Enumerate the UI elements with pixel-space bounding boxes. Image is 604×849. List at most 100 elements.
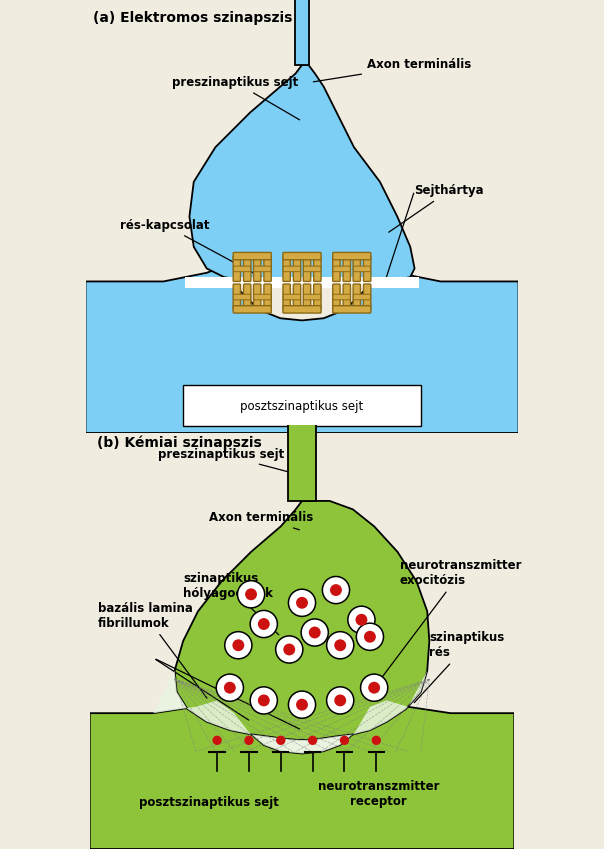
Circle shape xyxy=(361,674,388,701)
Circle shape xyxy=(275,636,303,663)
FancyBboxPatch shape xyxy=(283,266,300,272)
Text: posztszinaptikus sejt: posztszinaptikus sejt xyxy=(240,400,364,413)
FancyBboxPatch shape xyxy=(233,306,271,313)
FancyBboxPatch shape xyxy=(313,284,321,310)
Text: Sejthártya: Sejthártya xyxy=(389,184,484,233)
FancyBboxPatch shape xyxy=(283,252,321,260)
FancyBboxPatch shape xyxy=(254,266,271,272)
Circle shape xyxy=(258,618,270,630)
Circle shape xyxy=(258,694,270,706)
Circle shape xyxy=(233,639,244,651)
FancyBboxPatch shape xyxy=(353,266,371,272)
Circle shape xyxy=(225,632,252,659)
Circle shape xyxy=(216,674,243,701)
Circle shape xyxy=(244,735,254,745)
FancyBboxPatch shape xyxy=(303,284,310,310)
FancyBboxPatch shape xyxy=(233,266,251,272)
FancyBboxPatch shape xyxy=(243,284,251,310)
Circle shape xyxy=(340,735,349,745)
Circle shape xyxy=(283,644,295,655)
Circle shape xyxy=(213,735,222,745)
FancyBboxPatch shape xyxy=(303,256,310,282)
Circle shape xyxy=(301,619,329,646)
Text: Axon terminális: Axon terminális xyxy=(313,59,471,82)
FancyBboxPatch shape xyxy=(294,256,301,282)
Polygon shape xyxy=(86,267,518,433)
Polygon shape xyxy=(295,0,309,65)
Text: posztszinaptikus sejt: posztszinaptikus sejt xyxy=(139,796,278,809)
Polygon shape xyxy=(153,671,427,754)
FancyBboxPatch shape xyxy=(254,256,261,282)
Text: rés-kapcsolat: rés-kapcsolat xyxy=(120,219,269,281)
Circle shape xyxy=(296,597,308,609)
Circle shape xyxy=(368,682,380,694)
Text: preszinaptikus sejt: preszinaptikus sejt xyxy=(172,76,300,120)
FancyBboxPatch shape xyxy=(233,256,240,282)
FancyBboxPatch shape xyxy=(333,295,350,300)
Circle shape xyxy=(327,687,354,714)
Circle shape xyxy=(289,691,315,718)
Text: neurotranszmitter
exocitózis: neurotranszmitter exocitózis xyxy=(376,559,521,685)
Text: szinaptikus
hólyagocskák: szinaptikus hólyagocskák xyxy=(183,572,279,635)
Circle shape xyxy=(237,581,265,608)
FancyBboxPatch shape xyxy=(313,256,321,282)
Circle shape xyxy=(296,699,308,711)
Circle shape xyxy=(308,735,317,745)
FancyBboxPatch shape xyxy=(233,295,251,300)
FancyBboxPatch shape xyxy=(343,284,350,310)
Circle shape xyxy=(371,735,381,745)
Text: Axon terminális: Axon terminális xyxy=(208,511,313,530)
FancyBboxPatch shape xyxy=(333,252,371,260)
FancyBboxPatch shape xyxy=(333,306,371,313)
FancyBboxPatch shape xyxy=(364,256,371,282)
FancyBboxPatch shape xyxy=(304,295,321,300)
Text: bazális lamina
fibrillumok: bazális lamina fibrillumok xyxy=(98,602,207,698)
Circle shape xyxy=(348,606,375,633)
Circle shape xyxy=(276,735,286,745)
Circle shape xyxy=(250,687,277,714)
Polygon shape xyxy=(190,65,414,287)
FancyBboxPatch shape xyxy=(185,277,419,288)
Circle shape xyxy=(250,610,277,638)
FancyBboxPatch shape xyxy=(364,284,371,310)
Circle shape xyxy=(309,627,321,638)
Circle shape xyxy=(334,639,346,651)
Polygon shape xyxy=(175,501,429,739)
FancyBboxPatch shape xyxy=(254,295,271,300)
Circle shape xyxy=(289,589,315,616)
FancyBboxPatch shape xyxy=(333,266,350,272)
FancyBboxPatch shape xyxy=(233,252,271,260)
FancyBboxPatch shape xyxy=(304,266,321,272)
FancyBboxPatch shape xyxy=(264,284,271,310)
FancyBboxPatch shape xyxy=(283,284,291,310)
Text: neurotranszmitter
receptor: neurotranszmitter receptor xyxy=(318,780,439,807)
Circle shape xyxy=(323,576,350,604)
Circle shape xyxy=(224,682,236,694)
FancyBboxPatch shape xyxy=(283,306,321,313)
FancyBboxPatch shape xyxy=(183,385,421,426)
Circle shape xyxy=(327,632,354,659)
FancyBboxPatch shape xyxy=(264,256,271,282)
Text: (b) Kémiai szinapszis: (b) Kémiai szinapszis xyxy=(97,435,262,450)
FancyBboxPatch shape xyxy=(283,295,300,300)
FancyBboxPatch shape xyxy=(294,284,301,310)
Circle shape xyxy=(334,694,346,706)
Circle shape xyxy=(330,584,342,596)
Text: szinaptikus
rés: szinaptikus rés xyxy=(414,632,504,703)
FancyBboxPatch shape xyxy=(353,284,361,310)
FancyBboxPatch shape xyxy=(333,284,340,310)
FancyBboxPatch shape xyxy=(353,295,371,300)
Polygon shape xyxy=(90,700,514,849)
FancyBboxPatch shape xyxy=(283,256,291,282)
Circle shape xyxy=(356,623,384,650)
Text: preszinaptikus sejt: preszinaptikus sejt xyxy=(158,447,300,475)
Circle shape xyxy=(245,588,257,600)
FancyBboxPatch shape xyxy=(233,284,240,310)
FancyBboxPatch shape xyxy=(254,284,261,310)
Polygon shape xyxy=(289,416,315,501)
Circle shape xyxy=(356,614,367,626)
Circle shape xyxy=(364,631,376,643)
FancyBboxPatch shape xyxy=(343,256,350,282)
FancyBboxPatch shape xyxy=(243,256,251,282)
FancyBboxPatch shape xyxy=(333,256,340,282)
